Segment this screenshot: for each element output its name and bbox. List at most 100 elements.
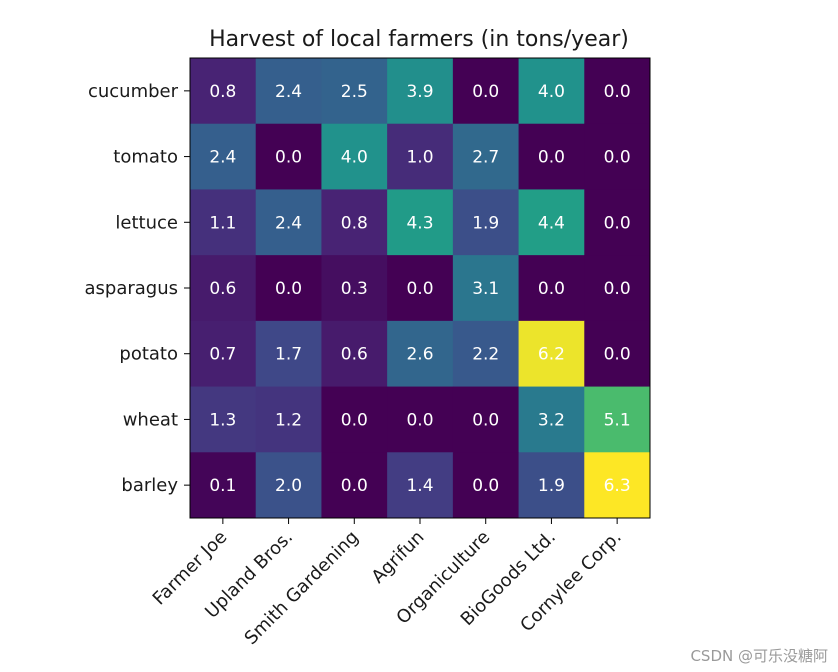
x-tick-label: Smith Gardening xyxy=(241,527,363,649)
y-tick-label: wheat xyxy=(123,409,178,430)
heatmap-cell xyxy=(584,58,651,125)
cell-value-label: 0.0 xyxy=(406,279,433,299)
cell-value-label: 2.4 xyxy=(275,213,302,233)
heatmap-cell xyxy=(321,320,388,388)
cell-value-label: 5.1 xyxy=(604,410,631,430)
cell-value-label: 4.4 xyxy=(538,213,565,233)
cell-value-label: 6.3 xyxy=(604,476,631,496)
cell-value-label: 2.6 xyxy=(406,345,433,365)
cell-value-label: 3.1 xyxy=(472,279,499,299)
plot-frame xyxy=(189,57,651,519)
cell-value-label: 4.0 xyxy=(538,82,565,102)
heatmap-cell xyxy=(387,255,454,322)
y-tick-label: lettuce xyxy=(115,212,178,233)
cell-value-label: 2.5 xyxy=(341,82,368,102)
cell-value-label: 1.3 xyxy=(209,410,236,430)
heatmap-cell xyxy=(518,255,585,322)
cell-value-label: 2.7 xyxy=(472,148,499,168)
cell-value-label: 0.0 xyxy=(472,476,499,496)
watermark: CSDN @可乐没糖阿 xyxy=(690,647,828,665)
heatmap-cell xyxy=(190,189,257,256)
heatmap-cell xyxy=(452,58,520,125)
cell-value-label: 0.0 xyxy=(604,279,631,299)
heatmap-cell xyxy=(255,189,322,256)
cell-value-label: 1.7 xyxy=(275,345,302,365)
heatmap-cell xyxy=(321,123,388,190)
heatmap-cell xyxy=(387,386,454,453)
cell-value-label: 2.0 xyxy=(275,476,302,496)
heatmap-cell xyxy=(255,452,322,519)
cell-value-label: 0.7 xyxy=(209,345,236,365)
heatmap-cell xyxy=(321,452,388,519)
cell-value-label: 6.2 xyxy=(538,345,565,365)
cell-value-label: 0.0 xyxy=(275,279,302,299)
cell-value-labels: 0.8 2.4 2.5 3.9 0.0 4.0 0.0 2.4 0.0 4.0 1.0 2.7 0.0 0… xyxy=(209,82,630,496)
heatmap-cell xyxy=(255,320,322,388)
heatmap-cell xyxy=(255,123,322,190)
cell-value-label: 4.3 xyxy=(406,213,433,233)
cell-value-label: 4.0 xyxy=(341,148,368,168)
heatmap-cell xyxy=(387,189,454,256)
heatmap-cell xyxy=(190,386,257,453)
cell-value-label: 1.2 xyxy=(275,410,302,430)
chart-title: Harvest of local farmers (in tons/year) xyxy=(209,27,629,52)
heatmap-cell xyxy=(255,255,322,322)
cell-value-label: 1.0 xyxy=(406,148,433,168)
heatmap-cell xyxy=(518,452,585,519)
heatmap-cell xyxy=(518,58,585,125)
cell-value-label: 0.8 xyxy=(341,213,368,233)
heatmap-cell xyxy=(190,255,257,322)
heatmap-cell xyxy=(584,255,651,322)
cell-value-label: 0.0 xyxy=(604,82,631,102)
cell-value-label: 3.9 xyxy=(406,82,433,102)
cell-value-label: 2.4 xyxy=(275,82,302,102)
y-tick-label: barley xyxy=(121,475,178,496)
cell-value-label: 3.2 xyxy=(538,410,565,430)
cell-value-label: 0.0 xyxy=(341,410,368,430)
heatmap-cell xyxy=(387,320,454,388)
heatmap-cell xyxy=(321,386,388,453)
heatmap-cell xyxy=(255,386,322,453)
heatmap-cell xyxy=(518,189,585,256)
heatmap-cell xyxy=(584,189,651,256)
y-tick-label: cucumber xyxy=(88,81,179,102)
heatmap-cell xyxy=(321,255,388,322)
cell-value-label: 0.0 xyxy=(538,148,565,168)
heatmap-cell xyxy=(190,123,257,190)
cell-value-label: 0.0 xyxy=(341,476,368,496)
heatmap-cell xyxy=(452,320,520,388)
cell-value-label: 0.8 xyxy=(209,82,236,102)
heatmap-cell xyxy=(190,320,257,388)
cell-value-label: 0.0 xyxy=(604,148,631,168)
heatmap-cell xyxy=(584,123,651,190)
cell-value-label: 0.0 xyxy=(406,410,433,430)
cell-value-label: 0.1 xyxy=(209,476,236,496)
heatmap-cell xyxy=(255,58,322,125)
cell-value-label: 1.4 xyxy=(406,476,433,496)
y-tick-label: tomato xyxy=(113,147,178,168)
cell-value-label: 2.2 xyxy=(472,345,499,365)
heatmap-cell xyxy=(584,320,651,388)
cell-value-label: 0.6 xyxy=(341,345,368,365)
heatmap-cell xyxy=(518,320,585,388)
heatmap-cell xyxy=(387,452,454,519)
cell-value-label: 0.0 xyxy=(604,345,631,365)
heatmap-cell xyxy=(452,452,520,519)
cell-value-label: 2.4 xyxy=(209,148,236,168)
cell-value-label: 0.6 xyxy=(209,279,236,299)
heatmap-cell xyxy=(452,123,520,190)
heatmap-cells xyxy=(190,58,651,519)
heatmap-cell xyxy=(452,255,520,322)
cell-value-label: 0.0 xyxy=(538,279,565,299)
cell-value-label: 0.0 xyxy=(604,213,631,233)
x-tick-label: Agrifun xyxy=(368,527,429,588)
cell-value-label: 0.3 xyxy=(341,279,368,299)
cell-value-label: 1.9 xyxy=(538,476,565,496)
cell-value-label: 0.0 xyxy=(472,82,499,102)
heatmap-cell xyxy=(584,452,651,519)
heatmap-cell xyxy=(190,58,257,125)
cell-value-label: 1.1 xyxy=(209,213,236,233)
heatmap-cell xyxy=(321,58,388,125)
cell-value-label: 0.0 xyxy=(472,410,499,430)
